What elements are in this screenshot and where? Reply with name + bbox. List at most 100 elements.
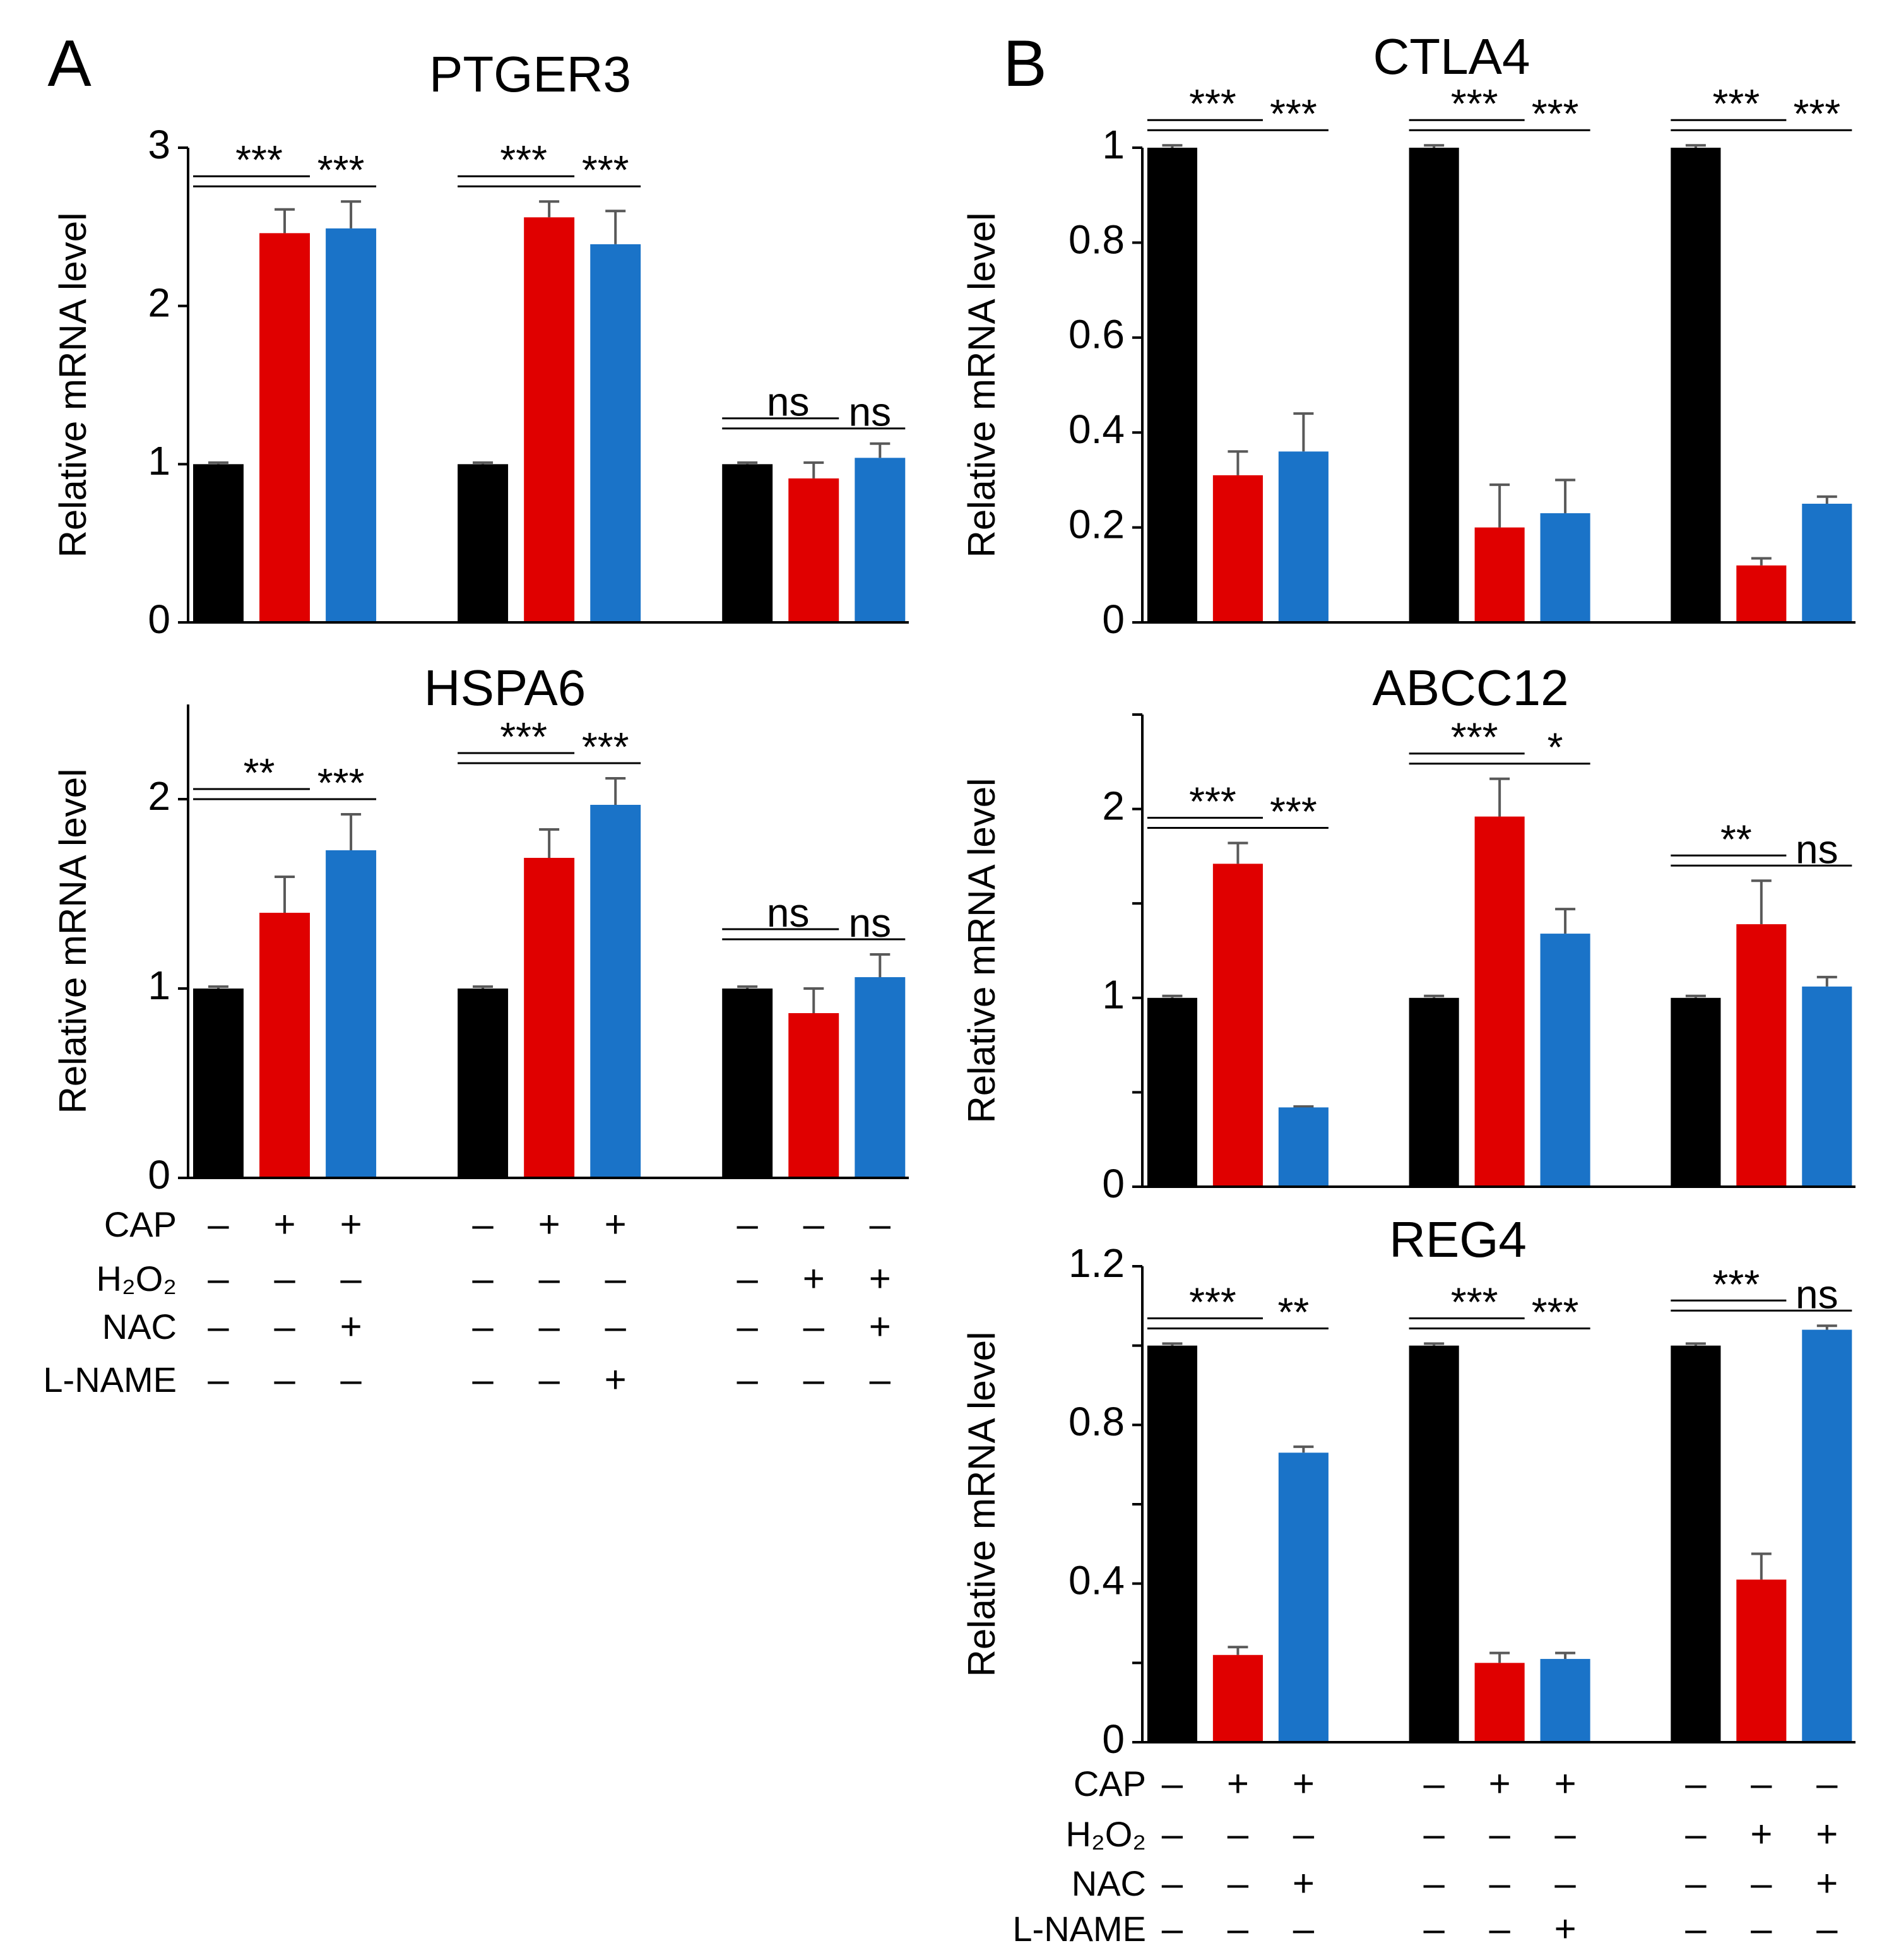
treatment-sign: – — [870, 1203, 891, 1245]
treatment-sign: – — [1816, 1908, 1838, 1950]
significance-label: ns — [767, 379, 810, 425]
treatment-sign: – — [1162, 1908, 1183, 1950]
treatment-sign: – — [803, 1203, 825, 1245]
bar — [1671, 1345, 1721, 1742]
treatment-sign: + — [605, 1203, 627, 1245]
y-axis-label: Relative mRNA level — [961, 778, 1003, 1124]
significance-label: ns — [1796, 826, 1838, 872]
treatment-sign: – — [1228, 1813, 1249, 1855]
bar — [192, 989, 244, 1178]
significance-label: *** — [1793, 91, 1840, 136]
bar — [1278, 1452, 1329, 1742]
bar — [1409, 148, 1459, 622]
treatment-sign: – — [208, 1305, 229, 1348]
treatment-sign: + — [1816, 1862, 1838, 1904]
treatment-sign: – — [1423, 1862, 1445, 1904]
significance-label: *** — [1713, 1261, 1760, 1307]
bar — [1278, 451, 1329, 622]
significance-label: ns — [849, 389, 892, 435]
chart-title: REG4 — [1389, 1211, 1527, 1268]
bar — [1802, 1329, 1852, 1742]
significance-label: *** — [1270, 91, 1317, 136]
panel-letter: B — [1003, 27, 1046, 100]
treatment-sign: – — [472, 1257, 494, 1300]
treatment-sign: + — [869, 1257, 891, 1300]
treatment-label: CAP — [1074, 1764, 1146, 1803]
y-tick-label: 0.4 — [1068, 407, 1125, 452]
significance-label: *** — [317, 147, 365, 193]
treatment-sign: + — [538, 1203, 560, 1245]
significance-label: *** — [582, 147, 629, 193]
treatment-sign: + — [1489, 1762, 1511, 1805]
significance-label: *** — [1189, 81, 1236, 126]
treatment-sign: – — [1423, 1813, 1445, 1855]
treatment-sign: – — [1685, 1762, 1707, 1805]
bar — [192, 464, 244, 622]
treatment-sign: – — [1489, 1813, 1510, 1855]
treatment-sign: + — [605, 1358, 627, 1401]
bar — [524, 217, 575, 622]
treatment-label: L-NAME — [43, 1360, 177, 1399]
treatment-sign: + — [1554, 1908, 1577, 1950]
y-tick-label: 1 — [1102, 972, 1125, 1018]
treatment-sign: – — [274, 1358, 295, 1401]
bar — [1147, 148, 1198, 622]
significance-label: *** — [1270, 788, 1317, 834]
treatment-sign: – — [1751, 1908, 1772, 1950]
y-tick-label: 2 — [148, 280, 170, 326]
bar — [1736, 924, 1787, 1187]
treatment-sign: – — [1554, 1862, 1576, 1904]
y-tick-label: 1 — [148, 963, 170, 1008]
significance-label: *** — [1713, 81, 1760, 126]
treatment-label: CAP — [104, 1204, 177, 1244]
significance-label: *** — [1189, 1280, 1236, 1325]
treatment-sign: – — [208, 1257, 229, 1300]
treatment-sign: – — [803, 1358, 825, 1401]
bar — [1278, 1107, 1329, 1187]
treatment-sign: + — [1293, 1862, 1315, 1904]
bar — [1147, 997, 1198, 1187]
treatment-sign: – — [605, 1305, 627, 1348]
bar — [1540, 513, 1590, 622]
significance-label: ns — [849, 900, 892, 946]
significance-label: ns — [767, 890, 810, 935]
significance-label: ns — [1796, 1271, 1838, 1317]
treatment-sign: – — [1293, 1813, 1315, 1855]
bar — [1474, 527, 1525, 622]
significance-label: *** — [500, 714, 547, 759]
significance-label: *** — [1451, 1280, 1498, 1325]
bar — [722, 989, 773, 1178]
treatment-sign: – — [1751, 1862, 1772, 1904]
bar — [1671, 148, 1721, 622]
bar — [788, 1013, 839, 1178]
y-tick-label: 0.6 — [1068, 312, 1125, 357]
y-tick-label: 0.4 — [1068, 1558, 1125, 1603]
treatment-label: L-NAME — [1012, 1909, 1146, 1949]
y-tick-label: 0 — [1102, 1161, 1125, 1206]
bar — [1212, 864, 1263, 1187]
treatment-sign: – — [1816, 1762, 1838, 1805]
significance-label: ** — [1720, 816, 1752, 862]
bar — [1802, 986, 1852, 1187]
treatment-sign: – — [208, 1358, 229, 1401]
bar — [722, 464, 773, 622]
treatment-sign: – — [1162, 1813, 1183, 1855]
treatment-sign: + — [340, 1203, 362, 1245]
treatment-sign: – — [472, 1358, 494, 1401]
y-tick-label: 1 — [148, 438, 170, 484]
bar — [590, 805, 641, 1178]
treatment-sign: – — [472, 1203, 494, 1245]
treatment-sign: – — [1685, 1862, 1707, 1904]
y-tick-label: 0.2 — [1068, 502, 1125, 547]
treatment-sign: – — [1685, 1813, 1707, 1855]
significance-label: ** — [1277, 1290, 1309, 1335]
treatment-sign: – — [737, 1257, 759, 1300]
treatment-sign: – — [472, 1305, 494, 1348]
treatment-sign: – — [737, 1203, 759, 1245]
treatment-sign: – — [1228, 1908, 1249, 1950]
treatment-sign: – — [1162, 1862, 1183, 1904]
significance-label: *** — [1451, 715, 1498, 760]
y-axis-label: Relative mRNA level — [961, 1332, 1003, 1677]
significance-label: *** — [317, 760, 365, 805]
